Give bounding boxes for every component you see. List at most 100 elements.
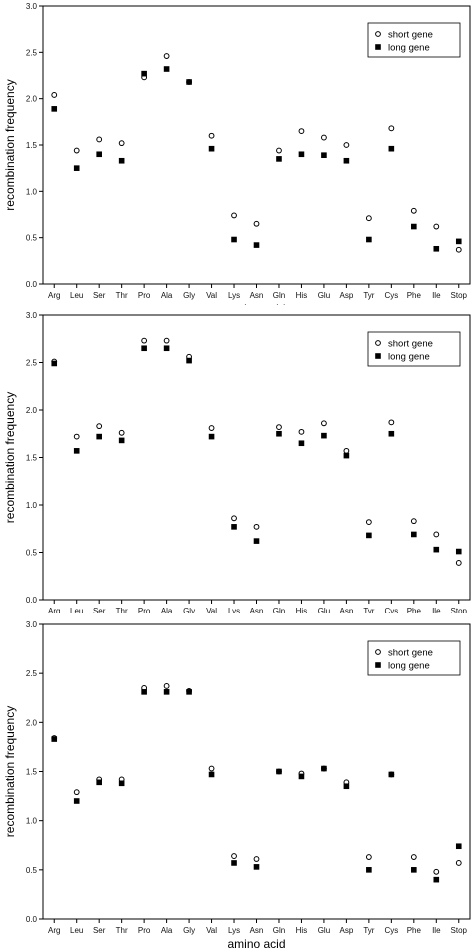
x-tick-label: Thr <box>116 291 128 300</box>
x-tick-label: Gln <box>273 926 285 935</box>
long-gene-point <box>208 433 215 440</box>
x-tick-label: Val <box>206 291 217 300</box>
long-gene-point <box>388 145 395 152</box>
y-tick-label: 1.5 <box>26 768 38 777</box>
chart-panel-2: 0.0 0.5 1.0 1.5 2.0 2.5 3.0 Arg Leu Ser Thr Pro Ala G… <box>0 308 474 613</box>
x-tick-label: Ala <box>161 926 173 935</box>
x-tick-label: Tyr <box>363 291 374 300</box>
legend-box <box>367 22 461 58</box>
x-tick-label: Gly <box>183 291 195 300</box>
y-tick-label: 0.0 <box>26 915 38 924</box>
short-gene-point <box>208 425 215 431</box>
x-tick-label: Asn <box>250 291 264 300</box>
legend: short gene long gene <box>367 331 461 367</box>
y-tick-label: 2.0 <box>26 406 38 415</box>
x-tick-label: Gly <box>183 926 195 935</box>
long-gene-point <box>276 768 282 775</box>
long-gene-point <box>231 860 237 866</box>
long-gene-point <box>118 437 125 444</box>
short-gene-point <box>253 523 260 530</box>
x-tick-label: Ser <box>93 607 106 613</box>
x-tick-label: Glu <box>318 607 330 613</box>
x-tick-label: Val <box>206 926 217 935</box>
long-gene-point <box>455 548 462 555</box>
y-tick-label: 3.0 <box>26 2 38 11</box>
long-gene-point <box>455 843 462 850</box>
x-tick-label: Arg <box>48 607 60 613</box>
legend-circle-icon <box>375 31 381 37</box>
x-tick-label: His <box>296 291 308 300</box>
long-gene-point <box>411 867 417 873</box>
y-tick-label: 2.0 <box>26 95 38 104</box>
long-gene-point <box>253 864 260 870</box>
long-gene-point <box>186 357 192 364</box>
long-gene-point <box>51 106 58 112</box>
long-gene-point <box>141 345 147 352</box>
long-gene-point <box>73 798 80 804</box>
x-tick-label: Glu <box>318 926 330 935</box>
long-gene-point <box>343 783 350 790</box>
short-gene-point <box>276 147 282 154</box>
long-gene-point <box>321 765 327 772</box>
x-tick-label: Phe <box>407 926 422 935</box>
legend-label: long gene <box>388 43 430 54</box>
legend-square-icon <box>375 353 381 359</box>
long-gene-point <box>163 689 170 695</box>
short-gene-point <box>410 207 417 214</box>
y-tick-label: 0.0 <box>26 280 38 289</box>
short-gene-point <box>455 246 462 253</box>
short-gene-point <box>51 92 58 98</box>
x-tick-label: Gln <box>273 291 285 300</box>
y-tick-label: 0.5 <box>26 549 38 558</box>
x-tick-label: Phe <box>407 291 422 300</box>
long-gene-point <box>141 689 147 695</box>
long-gene-point <box>96 433 102 440</box>
x-tick-label: Ile <box>432 291 441 300</box>
x-tick-label: Asp <box>339 291 353 300</box>
x-tick-label: His <box>296 607 308 613</box>
y-tick-label: 2.0 <box>26 718 38 727</box>
x-tick-label: Phe <box>407 607 422 613</box>
legend-box <box>367 640 461 676</box>
short-gene-point <box>388 419 395 426</box>
legend-label: short gene <box>388 30 433 41</box>
short-gene-point <box>208 132 215 139</box>
short-gene-point <box>231 853 237 859</box>
x-tick-label: Asp <box>339 926 353 935</box>
x-tick-label: Ile <box>432 607 441 613</box>
long-gene-point <box>253 538 260 544</box>
x-tick-label: Lys <box>228 607 240 613</box>
long-gene-point <box>343 452 350 459</box>
long-gene-point <box>321 432 327 439</box>
y-tick-label: 3.0 <box>26 620 38 629</box>
legend-square-icon <box>375 662 381 668</box>
x-axis-title: amino acid <box>227 937 285 950</box>
x-tick-label: Stop <box>451 291 468 300</box>
y-tick-label: 2.5 <box>26 48 38 57</box>
legend: short gene long gene <box>367 640 461 676</box>
short-gene-point <box>365 854 372 860</box>
long-gene-point <box>163 345 170 352</box>
y-tick-label: 1.5 <box>26 141 38 150</box>
legend-circle-icon <box>375 649 381 655</box>
short-gene-point <box>141 337 148 344</box>
short-gene-point <box>231 212 237 219</box>
long-gene-point <box>298 151 305 158</box>
long-gene-point <box>253 242 260 248</box>
legend: short gene long gene <box>367 22 461 58</box>
x-tick-label: Thr <box>116 607 128 613</box>
long-gene-point <box>118 780 125 787</box>
legend-circle-icon <box>375 340 381 346</box>
x-tick-label: Pro <box>138 926 151 935</box>
x-tick-label: Gln <box>273 607 285 613</box>
long-gene-point <box>388 771 395 778</box>
chart-panel-1: 0.0 0.5 1.0 1.5 2.0 2.5 3.0 Arg Leu Ser Thr Pro Ala G… <box>0 0 474 305</box>
y-axis-title: recombination frequency <box>3 706 17 837</box>
y-tick-label: 1.5 <box>26 454 38 463</box>
long-gene-point <box>73 165 80 171</box>
short-gene-point <box>388 125 395 132</box>
short-gene-point <box>343 447 350 454</box>
x-tick-label: Tyr <box>363 607 374 613</box>
legend-label: short gene <box>388 339 433 350</box>
x-tick-label: Tyr <box>363 926 374 935</box>
